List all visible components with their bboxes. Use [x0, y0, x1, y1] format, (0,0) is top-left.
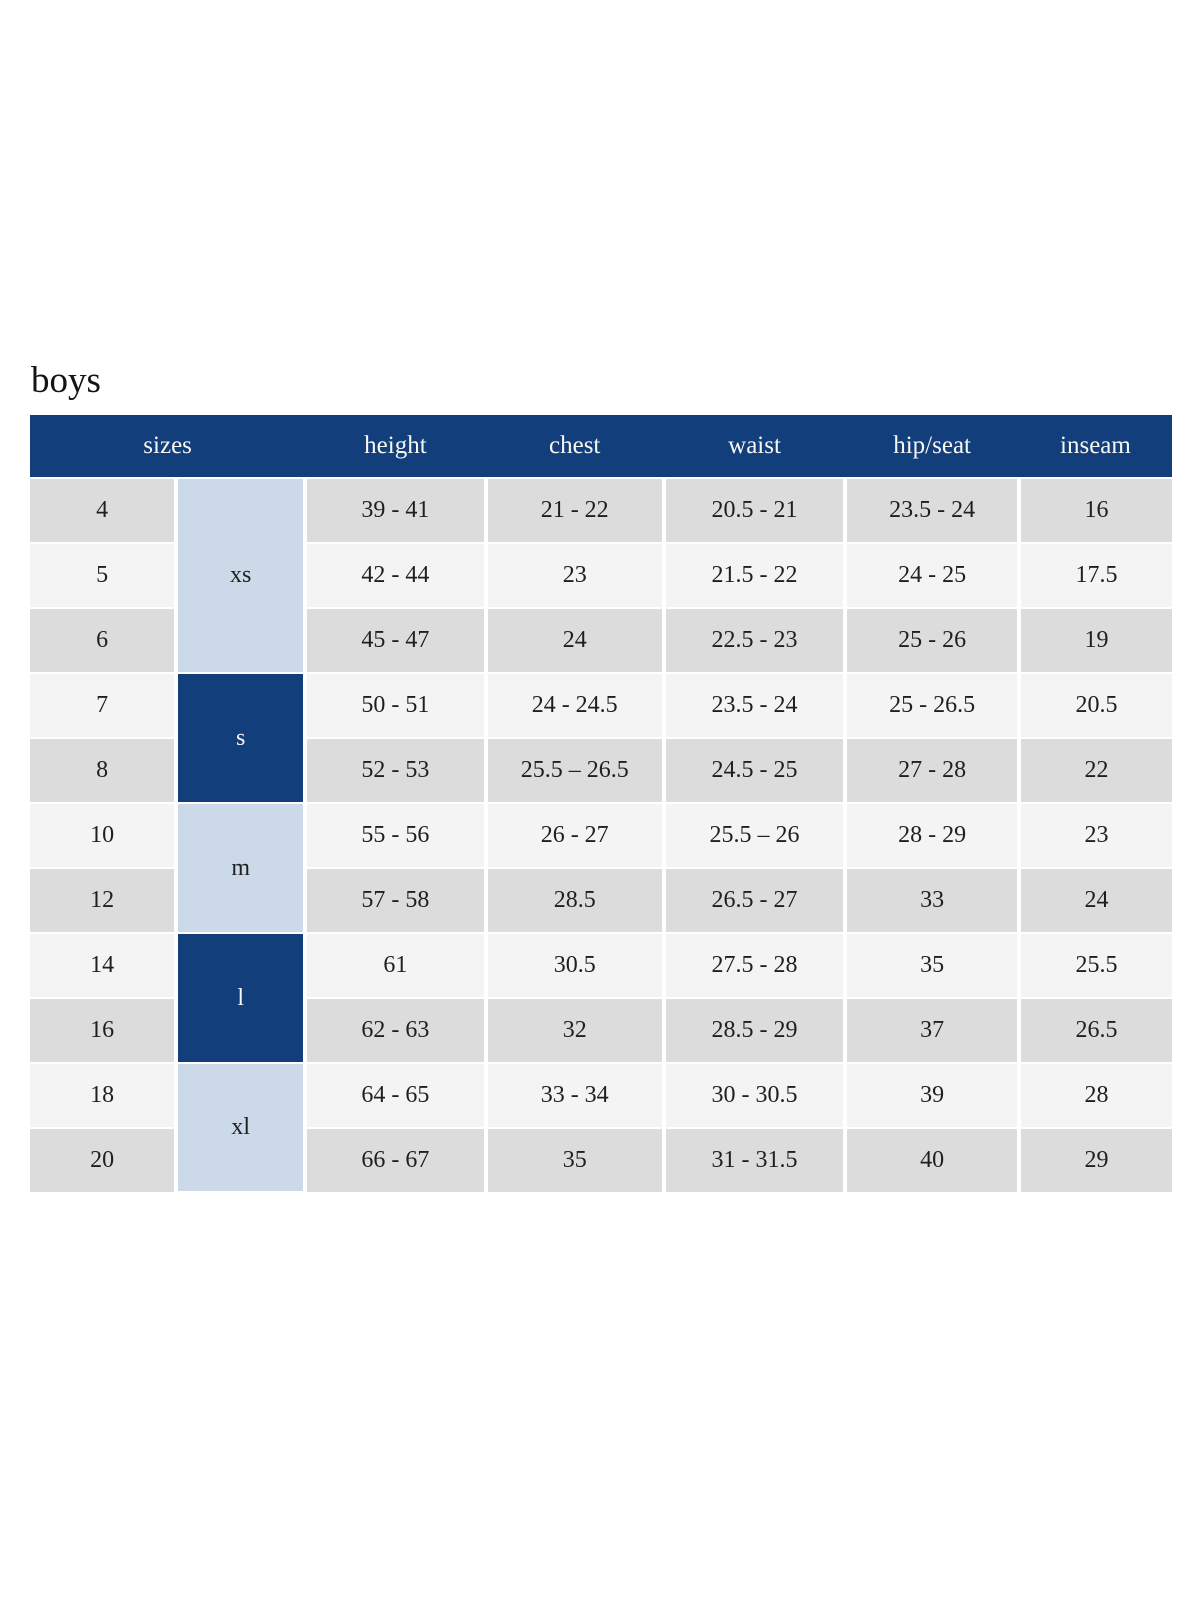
inseam-cell: 19: [1016, 607, 1172, 675]
size-cell: 7: [30, 672, 179, 740]
height-cell: 52 - 53: [303, 737, 488, 805]
waist-cell: 30 - 30.5: [661, 1062, 848, 1130]
inseam-cell: 16: [1016, 477, 1172, 545]
chest-cell: 32: [483, 997, 666, 1065]
waist-cell: 21.5 - 22: [661, 542, 848, 610]
chest-cell: 24: [483, 607, 666, 675]
chest-cell: 28.5: [483, 867, 666, 935]
chest-cell: 23: [483, 542, 666, 610]
waist-cell: 23.5 - 24: [661, 672, 848, 740]
size-group-cell-xl: xl: [174, 1062, 308, 1194]
column-header-inseam: inseam: [1018, 415, 1172, 479]
size-cell: 10: [30, 802, 179, 870]
column-header-height: height: [305, 415, 486, 479]
inseam-cell: 23: [1016, 802, 1172, 870]
column-header-waist: waist: [663, 415, 846, 479]
hip-seat-cell: 39: [843, 1062, 1021, 1130]
waist-cell: 27.5 - 28: [661, 932, 848, 1000]
height-cell: 55 - 56: [303, 802, 488, 870]
size-cell: 16: [30, 997, 179, 1065]
height-cell: 39 - 41: [303, 477, 488, 545]
hip-seat-cell: 23.5 - 24: [843, 477, 1021, 545]
chest-cell: 21 - 22: [483, 477, 666, 545]
size-cell: 8: [30, 737, 179, 805]
height-cell: 61: [303, 932, 488, 1000]
hip-seat-cell: 33: [843, 867, 1021, 935]
waist-cell: 20.5 - 21: [661, 477, 848, 545]
chest-cell: 33 - 34: [483, 1062, 666, 1130]
size-group-cell-s: s: [174, 672, 308, 805]
page-title: boys: [31, 360, 101, 401]
table-row-size-16: 16 62 - 63 32 28.5 - 29 37 26.5: [30, 997, 1172, 1065]
size-cell: 5: [30, 542, 179, 610]
hip-seat-cell: 24 - 25: [843, 542, 1021, 610]
chest-cell: 26 - 27: [483, 802, 666, 870]
hip-seat-cell: 27 - 28: [843, 737, 1021, 805]
chest-cell: 25.5 – 26.5: [483, 737, 666, 805]
waist-cell: 25.5 – 26: [661, 802, 848, 870]
hip-seat-cell: 28 - 29: [843, 802, 1021, 870]
chest-cell: 30.5: [483, 932, 666, 1000]
column-header-chest: chest: [485, 415, 664, 479]
hip-seat-cell: 25 - 26.5: [843, 672, 1021, 740]
table-row-size-10: 10 m 55 - 56 26 - 27 25.5 – 26 28 - 29 2…: [30, 802, 1172, 935]
size-cell: 12: [30, 867, 179, 935]
size-cell: 6: [30, 607, 179, 675]
hip-seat-cell: 37: [843, 997, 1021, 1065]
inseam-cell: 25.5: [1016, 932, 1172, 1000]
inseam-cell: 29: [1016, 1127, 1172, 1193]
size-group-cell-xs: xs: [174, 477, 308, 675]
table-row-size-8: 8 52 - 53 25.5 – 26.5 24.5 - 25 27 - 28 …: [30, 737, 1172, 805]
inseam-cell: 24: [1016, 867, 1172, 935]
hip-seat-cell: 35: [843, 932, 1021, 1000]
table-row-size-5: 5 42 - 44 23 21.5 - 22 24 - 25 17.5: [30, 542, 1172, 610]
header-row: sizes height chest waist hip/seat inseam: [30, 415, 1172, 479]
waist-cell: 28.5 - 29: [661, 997, 848, 1065]
table-row-size-12: 12 57 - 58 28.5 26.5 - 27 33 24: [30, 867, 1172, 935]
column-header-hip-seat: hip/seat: [845, 415, 1019, 479]
hip-seat-cell: 25 - 26: [843, 607, 1021, 675]
hip-seat-cell: 40: [843, 1127, 1021, 1193]
inseam-cell: 17.5: [1016, 542, 1172, 610]
inseam-cell: 20.5: [1016, 672, 1172, 740]
size-group-cell-m: m: [174, 802, 308, 935]
chest-cell: 35: [483, 1127, 666, 1193]
size-cell: 18: [30, 1062, 179, 1130]
inseam-cell: 26.5: [1016, 997, 1172, 1065]
column-header-sizes: sizes: [30, 415, 306, 479]
inseam-cell: 22: [1016, 737, 1172, 805]
height-cell: 57 - 58: [303, 867, 488, 935]
waist-cell: 26.5 - 27: [661, 867, 848, 935]
height-cell: 66 - 67: [303, 1127, 488, 1193]
inseam-cell: 28: [1016, 1062, 1172, 1130]
table-row-size-14: 14 l 61 30.5 27.5 - 28 35 25.5: [30, 932, 1172, 1065]
size-cell: 14: [30, 932, 179, 1000]
waist-cell: 31 - 31.5: [661, 1127, 848, 1193]
size-cell: 4: [30, 477, 179, 545]
height-cell: 64 - 65: [303, 1062, 488, 1130]
size-cell: 20: [30, 1127, 179, 1193]
chest-cell: 24 - 24.5: [483, 672, 666, 740]
height-cell: 50 - 51: [303, 672, 488, 740]
size-chart-section: boys sizes height chest waist hip/seat i…: [30, 358, 1172, 1194]
table-row-size-6: 6 45 - 47 24 22.5 - 23 25 - 26 19: [30, 607, 1172, 675]
boys-size-chart-table: sizes height chest waist hip/seat inseam…: [30, 415, 1172, 1194]
table-row-size-18: 18 xl 64 - 65 33 - 34 30 - 30.5 39 28: [30, 1062, 1172, 1194]
table-row-size-4: 4 xs 39 - 41 21 - 22 20.5 - 21 23.5 - 24…: [30, 477, 1172, 675]
height-cell: 42 - 44: [303, 542, 488, 610]
height-cell: 62 - 63: [303, 997, 488, 1065]
waist-cell: 22.5 - 23: [661, 607, 848, 675]
table-row-size-20: 20 66 - 67 35 31 - 31.5 40 29: [30, 1127, 1172, 1193]
height-cell: 45 - 47: [303, 607, 488, 675]
waist-cell: 24.5 - 25: [661, 737, 848, 805]
size-group-cell-l: l: [174, 932, 308, 1065]
table-row-size-7: 7 s 50 - 51 24 - 24.5 23.5 - 24 25 - 26.…: [30, 672, 1172, 805]
